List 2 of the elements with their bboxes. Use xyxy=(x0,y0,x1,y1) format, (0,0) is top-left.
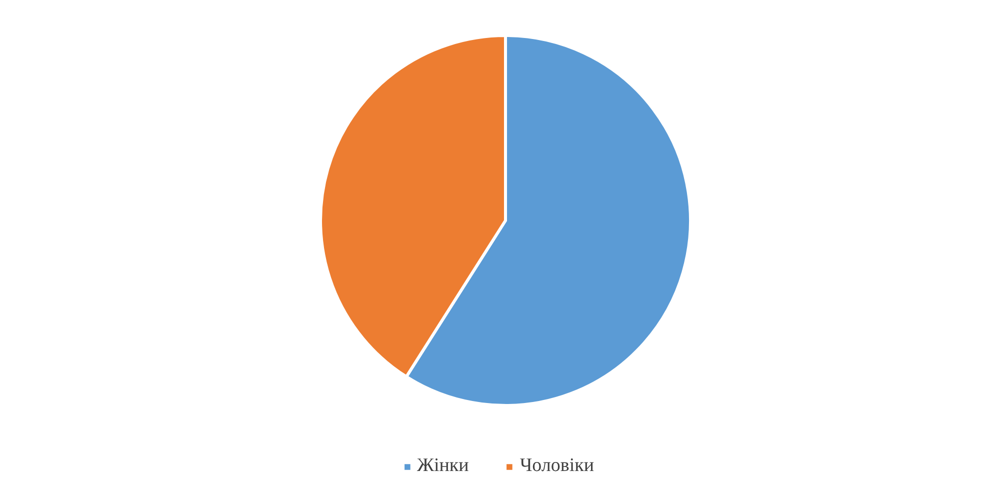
legend-label: Чоловіки xyxy=(520,455,594,477)
legend-label: Жінки xyxy=(416,455,469,477)
